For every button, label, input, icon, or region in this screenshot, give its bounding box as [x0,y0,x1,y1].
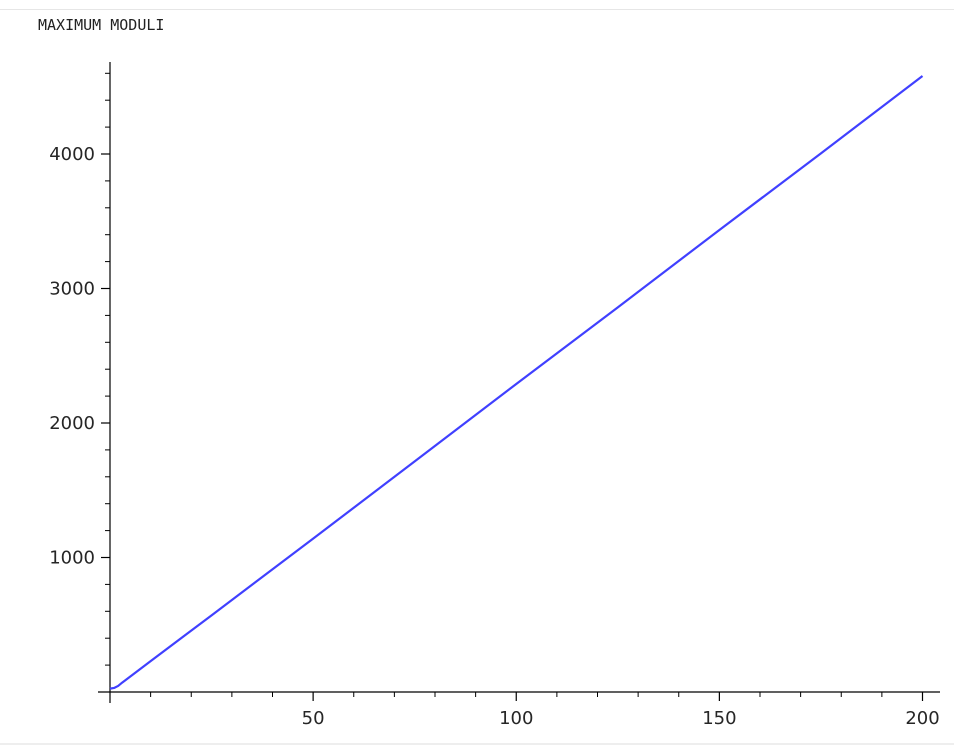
cell-bottom-border [0,743,954,745]
x-tick-label: 200 [905,708,939,729]
series-line [109,75,924,690]
output-label: MAXIMUM MODULI [38,16,165,34]
major-ticks [101,153,924,701]
y-tick-label: 3000 [49,279,95,300]
y-tick-label: 2000 [49,413,95,434]
minor-ticks [105,72,883,697]
y-tick-label: 1000 [49,548,95,569]
x-tick-label: 100 [499,708,533,729]
y-tick-label: 4000 [49,144,95,165]
x-tick-label: 150 [702,708,736,729]
cell-top-border [0,9,954,10]
series-layer [109,75,924,690]
tick-labels: 50 100 150 200 1000 2000 3000 4000 [49,144,939,729]
x-tick-label: 50 [302,708,325,729]
